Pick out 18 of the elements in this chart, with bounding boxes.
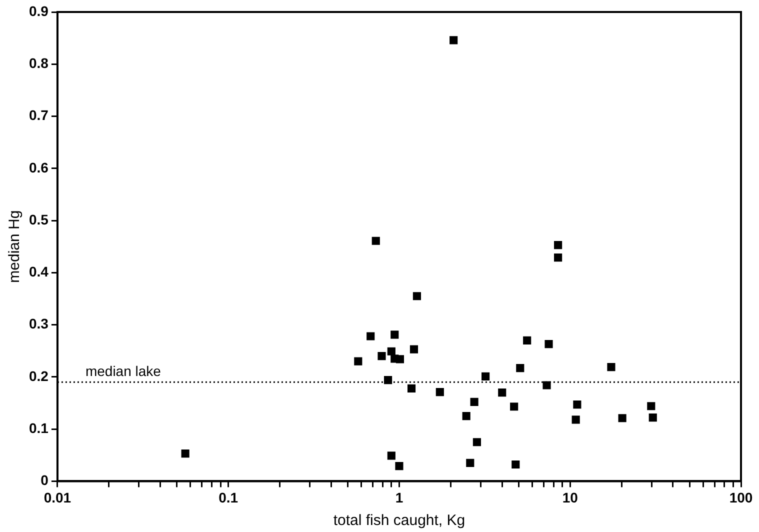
y-tick-label: 0.9: [28, 2, 49, 19]
y-tick-label: 0.6: [28, 159, 49, 176]
x-tick-label: 0.01: [44, 489, 72, 506]
ref-line-label: median lake: [85, 363, 162, 380]
x-tick-label: 10: [562, 489, 578, 506]
y-tick-label: 0.1: [28, 420, 49, 436]
y-tick-label: 0.5: [28, 211, 49, 228]
y-tick-label: 0.8: [28, 54, 49, 71]
x-tick-label: 1: [395, 489, 404, 506]
x-tick-label: 0.1: [218, 489, 238, 506]
y-tick-label: 0.3: [28, 316, 49, 332]
y-axis-title: median Hg: [6, 210, 24, 283]
y-tick-label: 0.7: [28, 107, 49, 124]
x-tick-label: 100: [729, 489, 753, 506]
y-tick-label: 0.4: [28, 264, 49, 280]
x-axis-title: total fish caught, Kg: [333, 512, 466, 530]
y-tick-label: 0.2: [28, 368, 49, 384]
y-tick-label: 0: [40, 472, 49, 488]
